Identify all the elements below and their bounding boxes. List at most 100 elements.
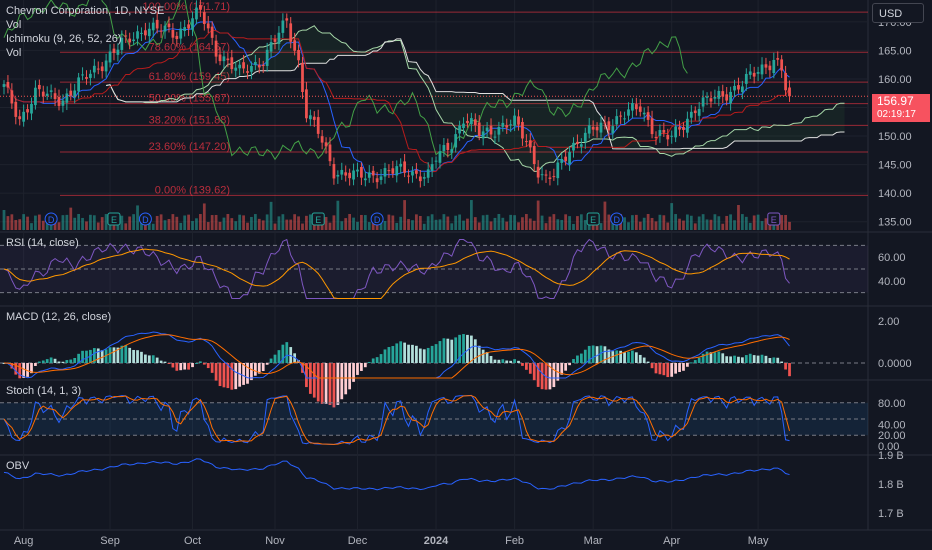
volume-bar [77,214,80,230]
candle-body [524,141,528,143]
macd-histogram-bar [697,357,701,363]
macd-histogram-bar [521,363,524,366]
candle-body [104,60,108,72]
volume-bar [705,219,709,230]
currency-selector[interactable]: USD [872,3,924,23]
volume-bar [179,222,183,230]
macd-histogram-bar [403,342,406,363]
macd-histogram-bar [517,360,520,363]
volume-bar [73,217,77,230]
candle-body [375,178,379,183]
volume-bar [140,219,143,230]
macd-histogram-bar [340,363,344,400]
macd-histogram-bar [513,359,516,363]
dividend-badge [370,212,384,226]
macd-histogram-bar [729,356,732,363]
volume-bar [572,223,575,230]
macd-histogram-bar [623,352,626,363]
macd-histogram-bar [658,363,662,375]
macd-histogram-bar [454,337,458,363]
candle-body [155,19,159,29]
volume-bar [583,220,587,230]
candle-body [140,32,143,34]
macd-histogram-bar [434,344,438,363]
volume-legend-2[interactable]: Vol [6,47,22,59]
macd-histogram-bar [418,348,422,363]
macd-histogram-bar [501,359,505,363]
volume-bar [638,221,642,230]
macd-histogram-bar [281,344,285,363]
volume-bar [395,222,399,230]
candle-body [603,122,607,124]
macd-histogram-bar [96,348,100,363]
volume-bar [446,216,450,230]
macd-histogram-bar [631,350,634,363]
volume-bar [666,222,670,230]
macd-histogram-bar [528,363,532,374]
volume-bar [473,217,477,230]
volume-bar [289,219,293,230]
rsi-legend[interactable]: RSI (14, close) [6,237,79,249]
volume-bar [175,216,179,230]
volume-legend[interactable]: Vol [6,19,22,31]
candle-body [57,96,61,106]
candle-body [752,72,756,77]
volume-bar [57,222,61,230]
candle-body [391,168,395,174]
rsi-line [3,238,790,299]
candle-body [159,30,163,32]
volume-bar [737,204,740,230]
candle-body [528,140,532,148]
macd-histogram-bar [701,353,705,363]
candle-body [2,84,6,87]
volume-bar [748,222,752,230]
volume-bar [293,214,297,230]
macd-histogram-bar [183,363,187,370]
candle-body [187,24,190,29]
fib-level-label: 61.80% (159.45) [149,71,230,83]
volume-bar [403,200,406,230]
macd-histogram-bar [564,363,568,371]
price-axis-label: 165.00 [878,45,912,57]
volume-bar [124,223,128,230]
time-axis-label: Aug [14,535,34,547]
candle-body [124,35,128,37]
macd-histogram-bar [615,350,619,363]
macd-legend[interactable]: MACD (12, 26, close) [6,311,112,323]
candle-body [693,110,697,114]
volume-bar [556,219,560,230]
volume-bar [356,221,359,230]
macd-histogram-bar [693,360,697,363]
candle-body [10,90,14,104]
obv-legend[interactable]: OBV [6,460,30,472]
macd-histogram-bar [140,351,143,363]
volume-bar [199,214,202,230]
candle-body [560,159,564,163]
macd-histogram-bar [179,363,183,371]
candle-body [269,42,273,52]
volume-bar [85,221,88,230]
macd-histogram-bar [277,350,281,363]
volume-bar [477,222,481,230]
candle-body [242,62,245,69]
volume-bar [41,220,45,230]
macd-histogram-bar [407,344,410,363]
candle-body [89,73,92,78]
candle-body [305,89,308,119]
symbol-title[interactable]: Chevron Corporation, 1D, NYSE [6,5,165,17]
candle-body [210,26,214,38]
macd-histogram-bar [603,346,607,363]
volume-bar [96,222,100,230]
candle-body [497,126,501,135]
volume-bar [305,215,308,230]
ichimoku-legend[interactable]: Ichimoku (9, 26, 52, 26) [6,33,122,45]
time-axis-label: 2024 [424,535,449,547]
stoch-legend[interactable]: Stoch (14, 1, 3) [6,385,82,397]
volume-bar [528,218,532,230]
volume-bar [120,215,124,230]
volume-bar [462,220,465,230]
candle-body [73,90,77,98]
volume-bar [631,215,634,230]
